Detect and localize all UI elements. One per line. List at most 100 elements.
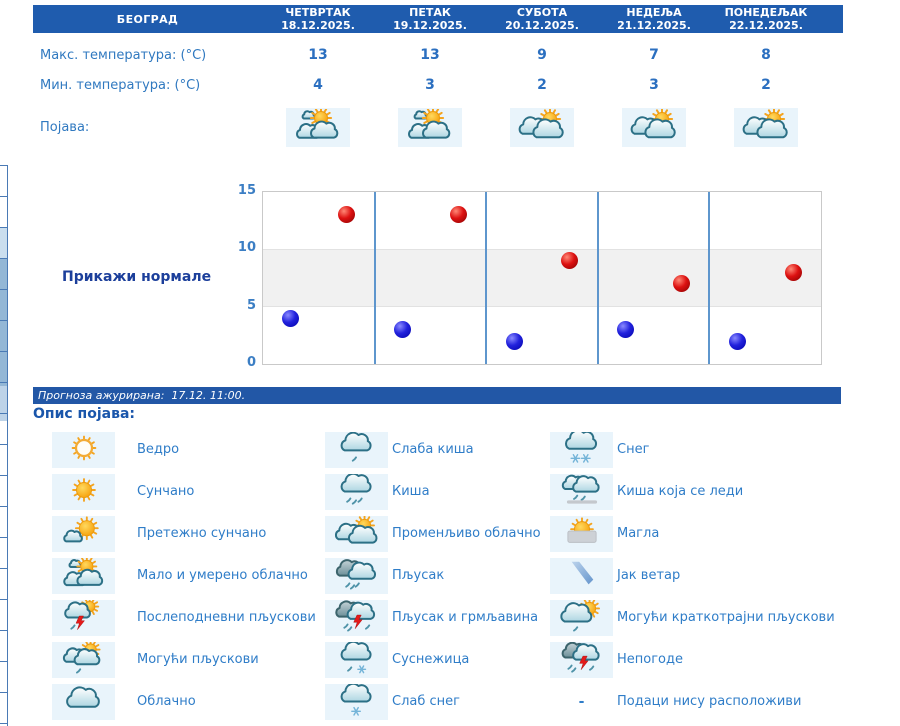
day-name: ПЕТАК	[409, 6, 451, 19]
day-name: ЧЕТВРТАК	[285, 6, 351, 19]
min-temp-value-0: 4	[313, 77, 323, 93]
day-header-0: ЧЕТВРТАК 18.12.2025.	[262, 6, 374, 32]
left-edge-cropped-table	[0, 165, 8, 726]
legend-item-fog	[550, 516, 613, 552]
chart-shaded-band	[263, 249, 821, 307]
legend-label-light-snow: Слаб снег	[392, 694, 460, 709]
min-temp-dot-1	[394, 321, 411, 338]
snow-icon	[556, 432, 608, 468]
legend-label-short-showers: Могући краткотрајни пљускови	[617, 610, 835, 625]
day-header-1: ПЕТАК 19.12.2025.	[374, 6, 486, 32]
y-axis-tick-5: 5	[246, 298, 256, 313]
left-strip-row-lines	[0, 166, 7, 726]
max-temp-label: Макс. температура: (°C)	[40, 48, 207, 63]
legend-item-thunder-shower	[325, 600, 388, 636]
legend-item-mostly-sunny	[52, 516, 115, 552]
max-temp-value-3: 7	[649, 47, 659, 63]
max-temp-dot-2	[561, 252, 578, 269]
variable-cloudy-icon	[331, 514, 383, 552]
chart-day-separator-3	[597, 192, 599, 364]
phenomena-label: Појава:	[40, 120, 90, 135]
min-temp-value-1: 3	[425, 77, 435, 93]
sunny-icon	[58, 474, 110, 510]
day-name: НЕДЕЉА	[626, 6, 682, 19]
legend-item-partly-cloudy	[52, 556, 115, 594]
min-temp-value-3: 3	[649, 77, 659, 93]
light-snow-icon	[331, 684, 383, 720]
legend-label-storms: Непогоде	[617, 652, 683, 667]
legend-item-light-rain	[325, 432, 388, 468]
min-temp-dot-4	[729, 333, 746, 350]
legend-item-snow	[550, 432, 613, 468]
legend-label-variable-cloudy: Променљиво облачно	[392, 526, 541, 541]
clear-icon	[58, 432, 110, 468]
legend-label-snow: Снег	[617, 442, 650, 457]
storms-icon	[556, 642, 608, 678]
strong-wind-icon	[556, 558, 608, 594]
day-date: 20.12.2025.	[505, 19, 579, 32]
location-name: БЕОГРАД	[116, 12, 179, 26]
min-temp-value-2: 2	[537, 77, 547, 93]
partly-cloudy-icon	[402, 106, 458, 147]
min-temp-value-4: 2	[761, 77, 771, 93]
legend-label-shower: Пљусак	[392, 568, 445, 583]
legend-label-fog: Магла	[617, 526, 660, 541]
thunder-shower-icon	[331, 600, 383, 636]
day-date: 19.12.2025.	[393, 19, 467, 32]
legend-item-possible-showers	[52, 639, 115, 678]
possible-showers-icon	[58, 639, 110, 678]
max-temp-dot-0	[338, 206, 355, 223]
legend-item-variable-cloudy	[325, 514, 388, 552]
legend-label-freezing-rain: Киша која се леди	[617, 484, 744, 499]
legend-item-rain	[325, 474, 388, 510]
day-date: 18.12.2025.	[281, 19, 355, 32]
legend-label-clear: Ведро	[137, 442, 180, 457]
legend-item-strong-wind	[550, 558, 613, 594]
show-normals-button[interactable]: Прикажи нормале	[62, 269, 212, 285]
legend-item-light-snow	[325, 684, 388, 720]
min-temp-label: Мин. температура: (°C)	[40, 78, 201, 93]
light-rain-icon	[331, 432, 383, 468]
freezing-rain-icon	[556, 474, 608, 510]
legend-label-rain: Киша	[392, 484, 430, 499]
phenomena-cell-3	[622, 107, 686, 147]
variable-cloudy-icon	[626, 107, 682, 147]
day-header-4: ПОНЕДЕЉАК 22.12.2025.	[710, 6, 822, 32]
legend-label-thunder-shower: Пљусак и грмљавина	[392, 610, 539, 625]
min-temp-dot-0	[282, 310, 299, 327]
legend-title: Опис појава:	[33, 406, 135, 422]
legend-item-cloudy	[52, 684, 115, 720]
max-temp-value-0: 13	[308, 47, 328, 63]
y-axis-tick-15: 15	[237, 183, 256, 198]
max-temp-dot-4	[785, 264, 802, 281]
day-header-3: НЕДЕЉА 21.12.2025.	[598, 6, 710, 32]
shower-icon	[331, 558, 383, 594]
chart-day-separator-1	[374, 192, 376, 364]
temperature-chart	[262, 191, 822, 365]
max-temp-dot-1	[450, 206, 467, 223]
legend-label-possible-showers: Могући пљускови	[137, 652, 259, 667]
legend-label-light-rain: Слаба киша	[392, 442, 474, 457]
legend-label-afternoon-showers: Послеподневни пљускови	[137, 610, 316, 625]
phenomena-cell-0	[286, 106, 350, 147]
legend-item-sleet	[325, 642, 388, 678]
legend-item-storms	[550, 642, 613, 678]
forecast-header-bar	[33, 5, 843, 33]
y-axis-tick-10: 10	[237, 240, 256, 255]
y-axis-tick-0: 0	[246, 355, 256, 370]
rain-icon	[331, 474, 383, 510]
forecast-updated-bar: Прогноза ажурирана: 17.12. 11:00.	[33, 387, 841, 404]
variable-cloudy-icon	[514, 107, 570, 147]
day-name: ПОНЕДЕЉАК	[724, 6, 808, 19]
day-date: 22.12.2025.	[729, 19, 803, 32]
cloudy-icon	[58, 684, 110, 720]
legend-item-freezing-rain	[550, 474, 613, 510]
legend-item-sunny	[52, 474, 115, 510]
variable-cloudy-icon	[738, 107, 794, 147]
sleet-icon	[331, 642, 383, 678]
legend-label-cloudy: Облачно	[137, 694, 196, 709]
phenomena-cell-4	[734, 107, 798, 147]
legend-label-partly-cloudy: Мало и умерено облачно	[137, 568, 308, 583]
day-date: 21.12.2025.	[617, 19, 691, 32]
